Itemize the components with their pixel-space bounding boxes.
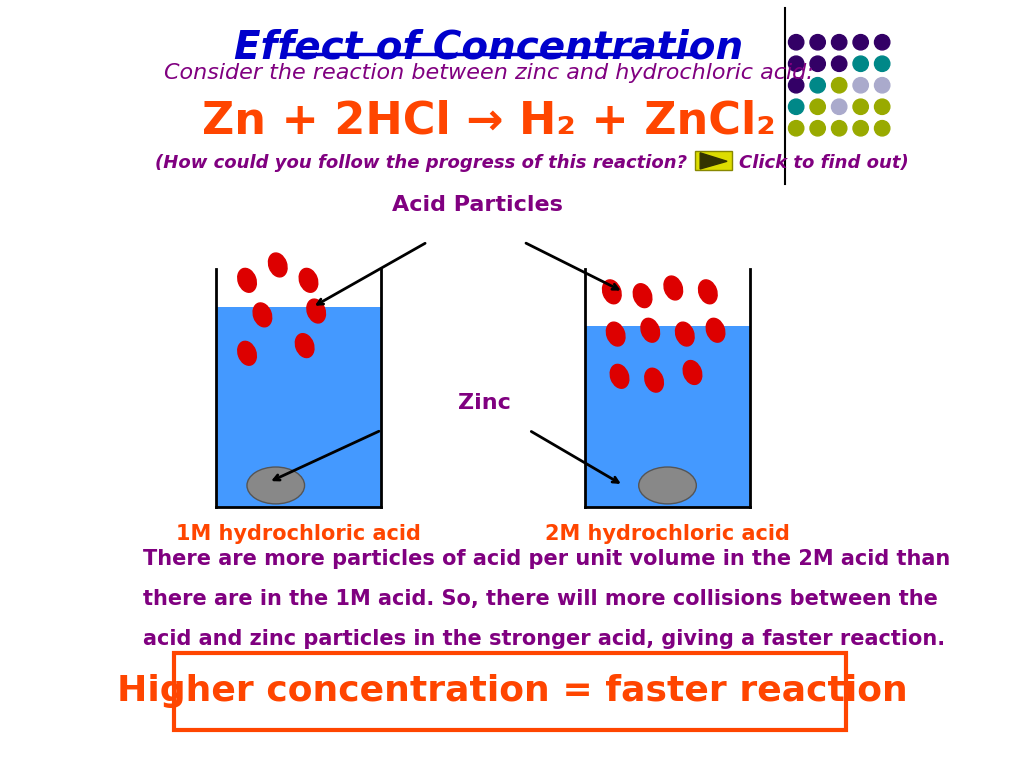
Ellipse shape xyxy=(664,276,683,300)
Ellipse shape xyxy=(633,283,652,308)
Circle shape xyxy=(831,121,847,136)
Circle shape xyxy=(831,56,847,71)
Circle shape xyxy=(810,35,825,50)
Ellipse shape xyxy=(307,299,326,323)
Circle shape xyxy=(853,35,868,50)
Circle shape xyxy=(874,99,890,114)
Text: acid and zinc particles in the stronger acid, giving a faster reaction.: acid and zinc particles in the stronger … xyxy=(143,629,945,649)
Bar xyxy=(174,653,846,730)
Circle shape xyxy=(788,99,804,114)
Text: (How could you follow the progress of this reaction?: (How could you follow the progress of th… xyxy=(155,154,687,171)
Text: Click to find out): Click to find out) xyxy=(738,154,908,171)
Ellipse shape xyxy=(641,318,659,343)
Circle shape xyxy=(788,121,804,136)
Text: 2M hydrochloric acid: 2M hydrochloric acid xyxy=(545,524,790,544)
Circle shape xyxy=(853,56,868,71)
Circle shape xyxy=(874,78,890,93)
Circle shape xyxy=(810,78,825,93)
Ellipse shape xyxy=(698,280,717,304)
Ellipse shape xyxy=(606,322,625,346)
Circle shape xyxy=(831,35,847,50)
Text: Effect of Concentration: Effect of Concentration xyxy=(234,28,743,66)
Circle shape xyxy=(810,121,825,136)
Circle shape xyxy=(874,35,890,50)
Ellipse shape xyxy=(253,303,271,327)
Ellipse shape xyxy=(247,467,304,504)
Circle shape xyxy=(853,78,868,93)
Ellipse shape xyxy=(238,268,256,293)
Circle shape xyxy=(788,56,804,71)
Ellipse shape xyxy=(610,364,629,389)
Bar xyxy=(585,326,750,507)
Text: Consider the reaction between zinc and hydrochloric acid:: Consider the reaction between zinc and h… xyxy=(164,63,814,83)
Circle shape xyxy=(874,56,890,71)
Ellipse shape xyxy=(299,268,317,293)
Circle shape xyxy=(853,99,868,114)
Circle shape xyxy=(788,35,804,50)
Text: Higher concentration = faster reaction: Higher concentration = faster reaction xyxy=(117,674,907,708)
Ellipse shape xyxy=(639,467,696,504)
Polygon shape xyxy=(700,153,727,169)
Circle shape xyxy=(831,78,847,93)
Ellipse shape xyxy=(268,253,287,277)
Ellipse shape xyxy=(238,341,256,366)
Bar xyxy=(694,151,731,170)
Bar xyxy=(216,307,381,507)
Text: Acid Particles: Acid Particles xyxy=(392,195,563,215)
Circle shape xyxy=(831,99,847,114)
Ellipse shape xyxy=(676,322,694,346)
Ellipse shape xyxy=(645,368,664,392)
Ellipse shape xyxy=(707,318,725,343)
Ellipse shape xyxy=(295,333,314,358)
Text: There are more particles of acid per unit volume in the 2M acid than: There are more particles of acid per uni… xyxy=(143,549,950,569)
Text: Zinc: Zinc xyxy=(459,393,511,413)
Circle shape xyxy=(810,56,825,71)
Circle shape xyxy=(874,121,890,136)
Ellipse shape xyxy=(602,280,622,304)
Text: there are in the 1M acid. So, there will more collisions between the: there are in the 1M acid. So, there will… xyxy=(143,589,938,609)
Circle shape xyxy=(810,99,825,114)
Ellipse shape xyxy=(683,360,701,385)
Circle shape xyxy=(853,121,868,136)
Circle shape xyxy=(788,78,804,93)
Text: 1M hydrochloric acid: 1M hydrochloric acid xyxy=(176,524,421,544)
Text: Zn + 2HCl → H₂ + ZnCl₂: Zn + 2HCl → H₂ + ZnCl₂ xyxy=(202,100,776,143)
